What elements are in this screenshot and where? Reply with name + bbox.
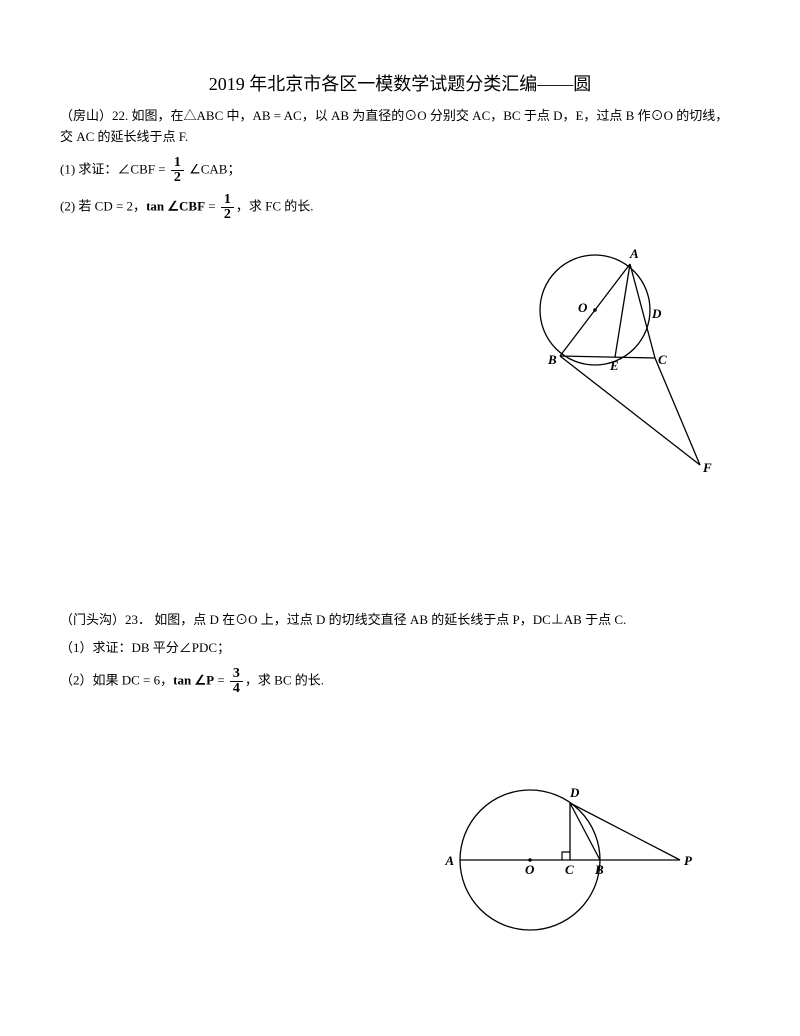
label-e: E [609,358,619,373]
label-c: C [658,352,667,367]
label-b: B [547,352,557,367]
line-ae [615,264,630,357]
figure1-svg: A B C D E F O [520,240,720,490]
problem1-statement: （房山）22. 如图，在△ABC 中，AB = AC，以 AB 为直径的⊙O 分… [60,106,740,148]
p1p1-suffix: ∠CAB； [186,161,241,176]
problem1-part1: (1) 求证：∠CBF = 12 ∠CAB； [60,156,740,185]
problem2-source: （门头沟）23． [60,612,151,627]
label2-b: B [594,862,604,877]
line-bf [560,356,700,465]
p1p2-mid: tan ∠CBF [146,198,205,213]
label2-o: O [525,862,535,877]
problem2-part2: （2）如果 DC = 6，tan ∠P = 34，求 BC 的长. [60,667,740,696]
label2-p: P [684,853,693,868]
line-cf [655,358,700,465]
label2-a: A [444,853,454,868]
figure2-svg: A B C D O P [440,770,700,950]
point-o-dot [593,308,597,312]
p2p2-prefix: （2）如果 DC = 6， [60,673,173,688]
label-f: F [702,460,712,475]
line-dp [570,803,680,860]
p1p1-prefix: (1) 求证：∠CBF = [60,161,169,176]
fraction-3-4: 34 [230,667,243,696]
problem2-text: 如图，点 D 在⊙O 上，过点 D 的切线交直径 AB 的延长线于点 P，DC⊥… [154,612,626,627]
fraction-half-2: 12 [221,193,234,222]
p1p2-prefix: (2) 若 CD = 2， [60,198,146,213]
right-angle-icon [562,852,570,860]
p2p2-mid: tan ∠P [173,673,214,688]
p2p2-suffix: ，求 BC 的长. [245,673,324,688]
label2-c: C [565,862,574,877]
label-a: A [629,246,639,261]
page-title: 2019 年北京市各区一模数学试题分类汇编——圆 [60,70,740,96]
figure-1: A B C D E F O [520,240,720,490]
problem2-part1: （1）求证：DB 平分∠PDC； [60,638,740,659]
label2-d: D [569,785,580,800]
figure-2: A B C D O P [440,770,700,950]
problem1-part2: (2) 若 CD = 2，tan ∠CBF = 12，求 FC 的长. [60,193,740,222]
p2p2-eq: = [214,673,228,688]
p1p2-suffix: ，求 FC 的长. [236,198,314,213]
problem1-text: 如图，在△ABC 中，AB = AC，以 AB 为直径的⊙O 分别交 AC，BC… [60,108,728,144]
problem2-statement: （门头沟）23． 如图，点 D 在⊙O 上，过点 D 的切线交直径 AB 的延长… [60,610,740,631]
p1p2-eq: = [205,198,219,213]
fraction-half-1: 12 [171,156,184,185]
label-d: D [651,306,662,321]
line-db [570,803,600,860]
line-bc [560,356,655,358]
problem1-source: （房山）22. [60,108,128,123]
label-o: O [578,300,588,315]
